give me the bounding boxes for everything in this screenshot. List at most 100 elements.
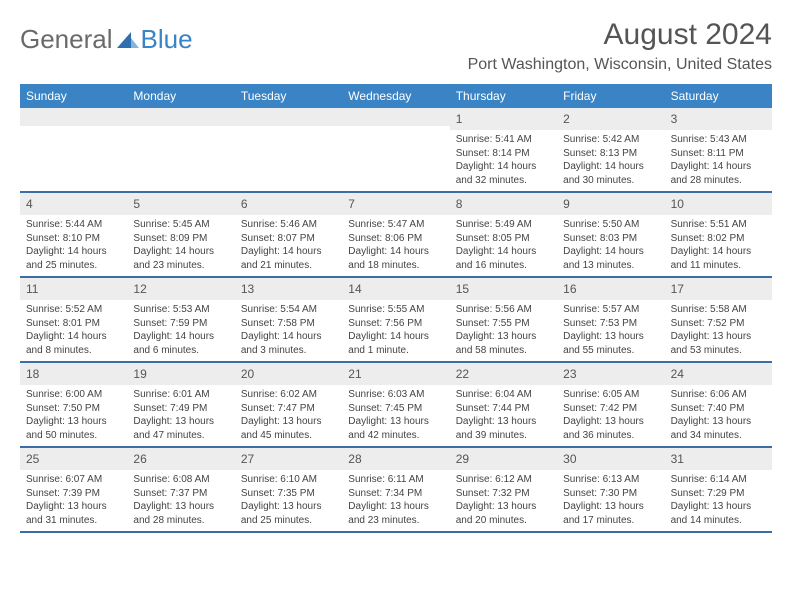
daylight-line: Daylight: 13 hours and 17 minutes. [563,500,658,527]
day-info: Sunrise: 6:06 AMSunset: 7:40 PMDaylight:… [665,385,772,446]
day-number-row: 6 [235,193,342,215]
day-number-row: 20 [235,363,342,385]
sunrise-line: Sunrise: 5:54 AM [241,303,336,317]
calendar-day-cell: 12Sunrise: 5:53 AMSunset: 7:59 PMDayligh… [127,278,234,361]
day-number-row: 17 [665,278,772,300]
sunrise-line: Sunrise: 6:10 AM [241,473,336,487]
calendar-day-cell: 27Sunrise: 6:10 AMSunset: 7:35 PMDayligh… [235,448,342,531]
sunset-line: Sunset: 7:34 PM [348,487,443,501]
sunset-line: Sunset: 7:35 PM [241,487,336,501]
sunset-line: Sunset: 8:05 PM [456,232,551,246]
day-number: 17 [671,282,684,296]
sunrise-line: Sunrise: 6:08 AM [133,473,228,487]
day-number-row: 2 [557,108,664,130]
calendar-day-cell: 17 Sunrise: 5:58 AMSunset: 7:52 PMDayligh… [665,278,772,361]
calendar-week-row: 18Sunrise: 6:00 AMSunset: 7:50 PMDayligh… [20,363,772,448]
day-info: Sunrise: 5:57 AMSunset: 7:53 PMDaylight:… [557,300,664,361]
day-info: Sunrise: 6:01 AMSunset: 7:49 PMDaylight:… [127,385,234,446]
daylight-line: Daylight: 13 hours and 28 minutes. [133,500,228,527]
sunset-line: Sunset: 7:56 PM [348,317,443,331]
brand-triangle-icon [117,24,139,55]
sunrise-line: Sunrise: 6:11 AM [348,473,443,487]
daylight-line: Daylight: 14 hours and 8 minutes. [26,330,121,357]
day-number-row: 4 [20,193,127,215]
day-number: 15 [456,282,469,296]
day-number: 14 [348,282,361,296]
sunset-line: Sunset: 7:55 PM [456,317,551,331]
daylight-line: Daylight: 14 hours and 1 minute. [348,330,443,357]
day-info: Sunrise: 5:56 AMSunset: 7:55 PMDaylight:… [450,300,557,361]
calendar-day-cell: 21Sunrise: 6:03 AMSunset: 7:45 PMDayligh… [342,363,449,446]
sunrise-line: Sunrise: 5:57 AM [563,303,658,317]
calendar-day-cell: 28Sunrise: 6:11 AMSunset: 7:34 PMDayligh… [342,448,449,531]
sunset-line: Sunset: 8:01 PM [26,317,121,331]
calendar-empty-cell [127,108,234,191]
daylight-line: Daylight: 13 hours and 34 minutes. [671,415,766,442]
calendar-day-cell: 16 Sunrise: 5:57 AMSunset: 7:53 PMDayligh… [557,278,664,361]
weekday-header-cell: Tuesday [235,84,342,108]
sunrise-line: Sunrise: 5:50 AM [563,218,658,232]
sunrise-line: Sunrise: 6:03 AM [348,388,443,402]
calendar-day-cell: 24 Sunrise: 6:06 AMSunset: 7:40 PMDayligh… [665,363,772,446]
day-number-row: 22 [450,363,557,385]
day-number: 20 [241,367,254,381]
day-number-row: 28 [342,448,449,470]
calendar-day-cell: 11Sunrise: 5:52 AMSunset: 8:01 PMDayligh… [20,278,127,361]
day-info: Sunrise: 6:13 AMSunset: 7:30 PMDaylight:… [557,470,664,531]
day-info: Sunrise: 6:12 AMSunset: 7:32 PMDaylight:… [450,470,557,531]
day-number-row: 18 [20,363,127,385]
day-info: Sunrise: 5:52 AMSunset: 8:01 PMDaylight:… [20,300,127,361]
calendar: SundayMondayTuesdayWednesdayThursdayFrid… [20,84,772,533]
daylight-line: Daylight: 14 hours and 18 minutes. [348,245,443,272]
day-number-row: 1 [450,108,557,130]
day-number-row: 26 [127,448,234,470]
day-info: Sunrise: 5:58 AMSunset: 7:52 PMDaylight:… [665,300,772,361]
sunset-line: Sunset: 8:13 PM [563,147,658,161]
calendar-day-cell: 25Sunrise: 6:07 AMSunset: 7:39 PMDayligh… [20,448,127,531]
daylight-line: Daylight: 13 hours and 20 minutes. [456,500,551,527]
calendar-empty-cell [235,108,342,191]
brand-logo: General Blue [20,18,193,55]
sunset-line: Sunset: 8:07 PM [241,232,336,246]
sunrise-line: Sunrise: 6:04 AM [456,388,551,402]
day-number-row: 31 [665,448,772,470]
day-number-row: 7 [342,193,449,215]
day-number: 24 [671,367,684,381]
sunrise-line: Sunrise: 5:53 AM [133,303,228,317]
calendar-day-cell: 18Sunrise: 6:00 AMSunset: 7:50 PMDayligh… [20,363,127,446]
weekday-header-row: SundayMondayTuesdayWednesdayThursdayFrid… [20,84,772,108]
calendar-day-cell: 23Sunrise: 6:05 AMSunset: 7:42 PMDayligh… [557,363,664,446]
sunset-line: Sunset: 7:30 PM [563,487,658,501]
daylight-line: Daylight: 14 hours and 6 minutes. [133,330,228,357]
day-number: 16 [563,282,576,296]
daylight-line: Daylight: 14 hours and 28 minutes. [671,160,766,187]
weekday-header-cell: Friday [557,84,664,108]
day-number: 22 [456,367,469,381]
day-number-row: 15 [450,278,557,300]
calendar-day-cell: 7Sunrise: 5:47 AMSunset: 8:06 PMDaylight… [342,193,449,276]
daylight-line: Daylight: 14 hours and 11 minutes. [671,245,766,272]
daylight-line: Daylight: 13 hours and 36 minutes. [563,415,658,442]
day-number: 18 [26,367,39,381]
day-info: Sunrise: 5:41 AMSunset: 8:14 PMDaylight:… [450,130,557,191]
brand-part1: General [20,24,113,55]
sunrise-line: Sunrise: 5:58 AM [671,303,766,317]
day-number-row [20,108,127,126]
daylight-line: Daylight: 14 hours and 21 minutes. [241,245,336,272]
calendar-day-cell: 31Sunrise: 6:14 AMSunset: 7:29 PMDayligh… [665,448,772,531]
day-number-row: 29 [450,448,557,470]
day-number-row: 27 [235,448,342,470]
daylight-line: Daylight: 14 hours and 13 minutes. [563,245,658,272]
sunset-line: Sunset: 7:42 PM [563,402,658,416]
sunset-line: Sunset: 8:06 PM [348,232,443,246]
daylight-line: Daylight: 14 hours and 3 minutes. [241,330,336,357]
day-number-row: 16 [557,278,664,300]
daylight-line: Daylight: 13 hours and 53 minutes. [671,330,766,357]
day-info: Sunrise: 5:47 AMSunset: 8:06 PMDaylight:… [342,215,449,276]
day-number: 31 [671,452,684,466]
sunrise-line: Sunrise: 6:07 AM [26,473,121,487]
day-info: Sunrise: 5:55 AMSunset: 7:56 PMDaylight:… [342,300,449,361]
daylight-line: Daylight: 13 hours and 47 minutes. [133,415,228,442]
daylight-line: Daylight: 13 hours and 45 minutes. [241,415,336,442]
calendar-day-cell: 2Sunrise: 5:42 AMSunset: 8:13 PMDaylight… [557,108,664,191]
